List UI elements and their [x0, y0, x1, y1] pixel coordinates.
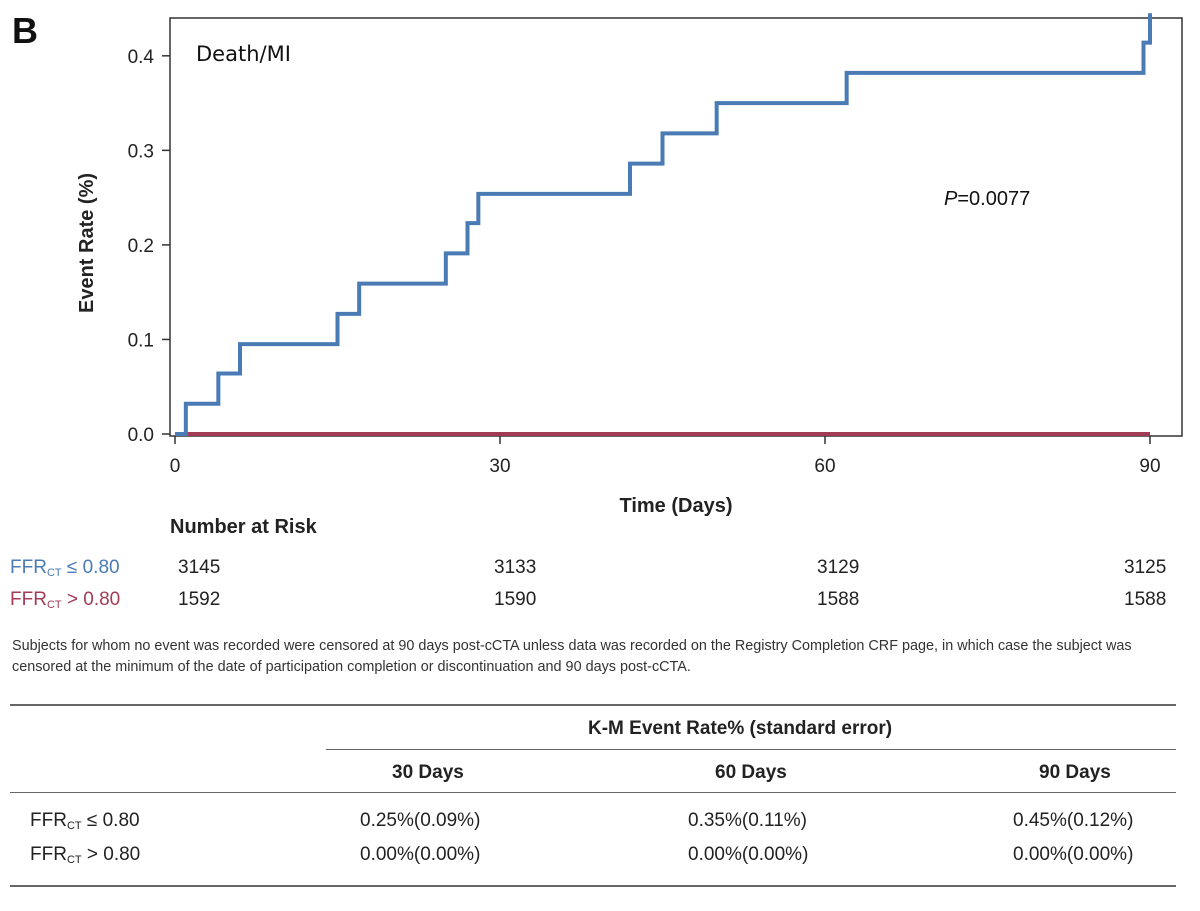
risk-value: 1592	[178, 589, 221, 610]
series-line-ffrct-le-080	[175, 13, 1152, 436]
risk-table-title: Number at Risk	[170, 516, 317, 538]
table-cell: 0.25%(0.09%)	[360, 810, 481, 831]
censoring-footnote: Subjects for whom no event was recorded …	[12, 638, 1132, 675]
risk-value: 1588	[817, 589, 860, 610]
series-lines	[175, 13, 1152, 436]
x-tick-label: 90	[1139, 456, 1160, 477]
table-group-rule	[326, 749, 1176, 750]
table-cell: 0.45%(0.12%)	[1013, 810, 1134, 831]
y-axis: 0.0 0.1 0.2 0.3 0.4	[128, 47, 170, 446]
risk-row-label-low: FFRCT ≤ 0.80	[10, 557, 120, 579]
table-col-header-30: 30 Days	[392, 762, 464, 783]
p-symbol: P	[944, 188, 958, 210]
table-top-rule	[10, 704, 1176, 706]
x-axis-label: Time (Days)	[619, 495, 732, 517]
risk-value: 3129	[817, 557, 860, 578]
p-value: =0.0077	[957, 188, 1030, 210]
table-cell: 0.00%(0.00%)	[688, 844, 809, 865]
risk-value: 3125	[1124, 557, 1167, 578]
km-chart: 0.0 0.1 0.2 0.3 0.4 0 30 60 90 Death/MI P=0.007…	[76, 13, 1183, 517]
table-group-header: K-M Event Rate% (standard error)	[588, 718, 893, 739]
y-tick-label: 0.4	[128, 47, 155, 68]
table-bottom-rule	[10, 885, 1176, 887]
table-cell: 0.35%(0.11%)	[688, 810, 807, 831]
table-cell: 0.00%(0.00%)	[1013, 844, 1134, 865]
x-axis: 0 30 60 90	[170, 436, 1161, 477]
table-col-header-90: 90 Days	[1039, 762, 1111, 783]
y-tick-label: 0.3	[128, 141, 154, 162]
plot-frame	[169, 17, 1183, 437]
y-axis-label: Event Rate (%)	[76, 173, 98, 313]
risk-value: 3133	[494, 557, 537, 578]
table-col-header-60: 60 Days	[715, 762, 787, 783]
x-tick-label: 30	[489, 456, 510, 477]
y-tick-label: 0.2	[128, 236, 154, 257]
x-tick-label: 60	[814, 456, 835, 477]
y-tick-label: 0.1	[128, 330, 154, 351]
panel-label: B	[12, 10, 38, 51]
risk-value: 1590	[494, 589, 537, 610]
table-row-label-low: FFRCT ≤ 0.80	[30, 810, 140, 832]
p-value-annotation: P=0.0077	[944, 188, 1030, 210]
x-tick-label: 0	[170, 456, 181, 477]
risk-value: 3145	[178, 557, 221, 578]
table-cell: 0.00%(0.00%)	[360, 844, 481, 865]
annotation-title: Death/MI	[196, 42, 291, 66]
risk-row-label-high: FFRCT > 0.80	[10, 589, 121, 611]
table-row-label-high: FFRCT > 0.80	[30, 844, 141, 866]
risk-value: 1588	[1124, 589, 1167, 610]
table-header-rule	[10, 792, 1176, 793]
y-tick-label: 0.0	[128, 425, 154, 446]
